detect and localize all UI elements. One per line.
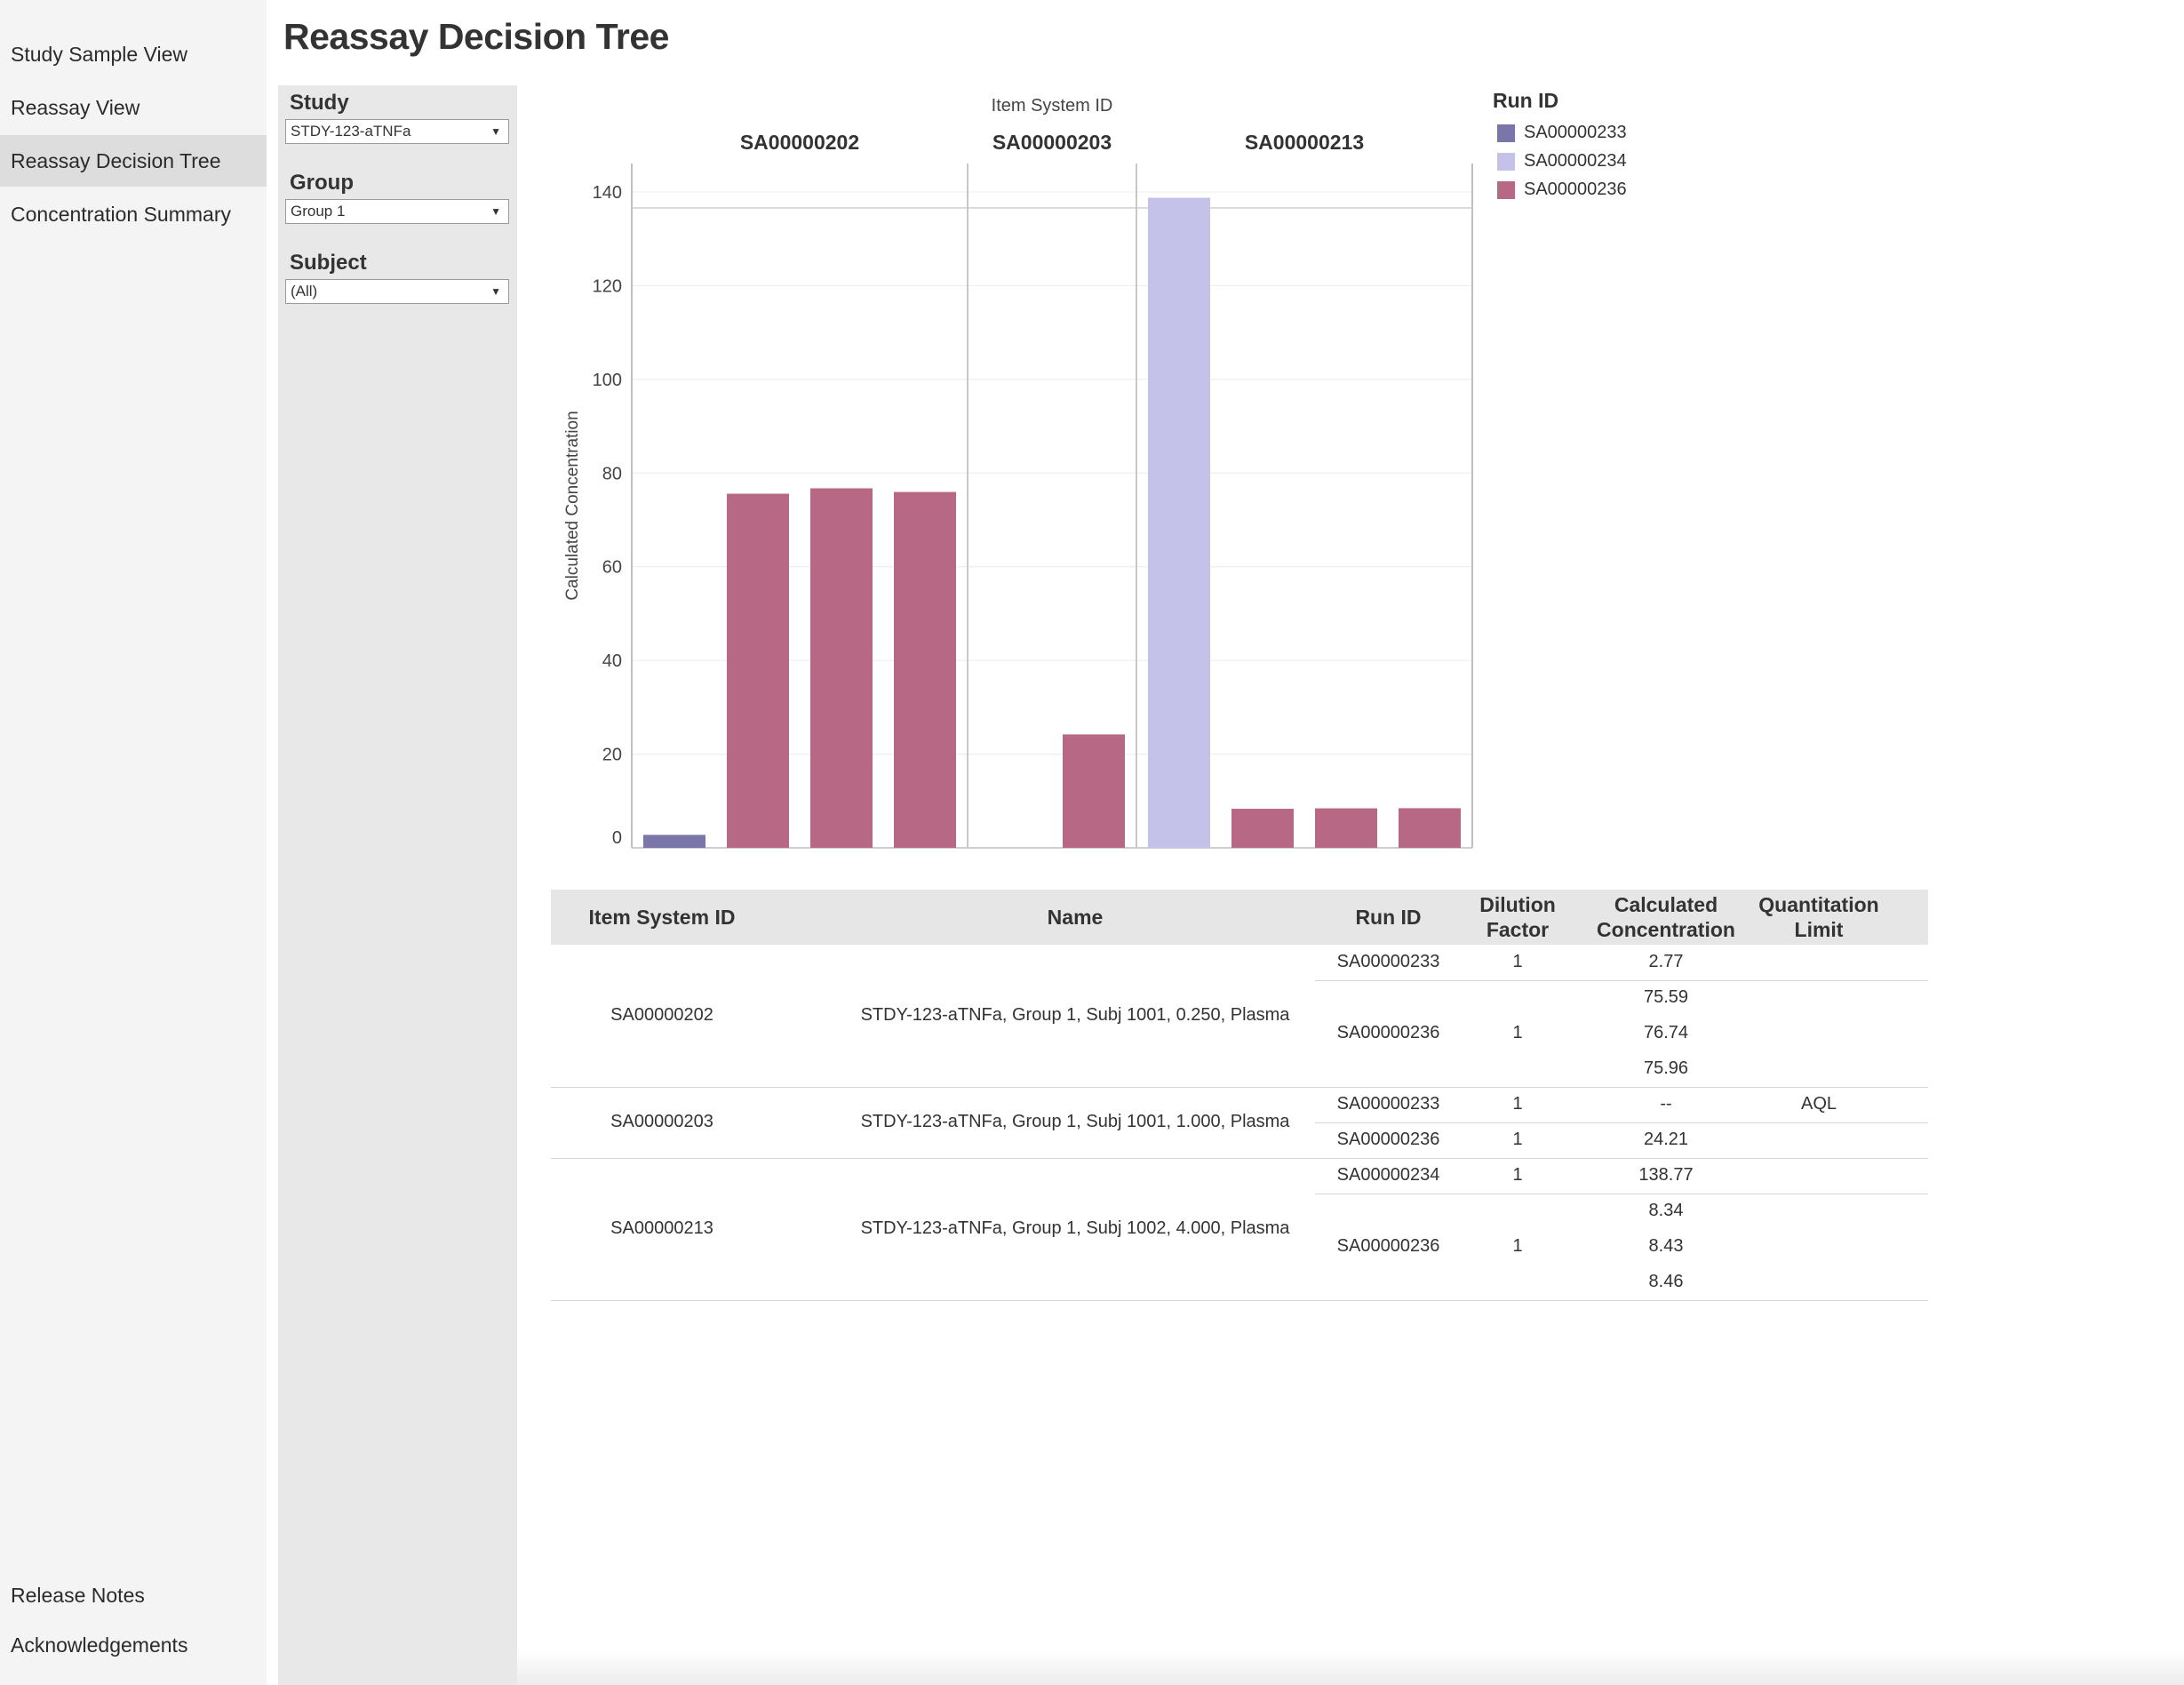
subject-select-value: (All) [291, 283, 318, 299]
bar [1315, 808, 1377, 848]
legend-item-sa00000233[interactable]: SA00000233 [1493, 118, 1627, 147]
run-id-cell: SA00000233 [1336, 952, 1440, 971]
legend-swatch [1497, 124, 1515, 142]
calculated-concentration-cell: 76.74 [1643, 1023, 1689, 1042]
dilution-factor-cell: 1 [1512, 1165, 1523, 1185]
column-header-item-system-id[interactable]: Item System ID [588, 906, 736, 929]
filter-panel: Study STDY-123-aTNFa ▼ Group Group 1 ▼ S… [278, 85, 517, 1685]
bar [1399, 808, 1461, 848]
y-tick-label: 60 [602, 558, 622, 578]
item-system-id-cell: SA00000202 [610, 1005, 713, 1025]
run-id-cell: SA00000236 [1336, 1130, 1440, 1149]
y-tick-label: 140 [593, 183, 622, 203]
chart-title: Item System ID [992, 96, 1113, 116]
item-system-id-cell: SA00000203 [610, 1112, 713, 1131]
calculated-concentration-cell: 138.77 [1638, 1165, 1694, 1185]
legend-label: SA00000233 [1524, 123, 1627, 142]
group-select[interactable]: Group 1 ▼ [285, 199, 509, 224]
sample-name-cell: STDY-123-aTNFa, Group 1, Subj 1001, 1.00… [860, 1112, 1290, 1131]
column-header-dilution-factor[interactable]: Dilution Factor [1479, 893, 1556, 941]
quantitation-limit-cell: AQL [1800, 1094, 1837, 1114]
y-tick-label: 120 [593, 276, 622, 296]
item-system-id-cell: SA00000213 [610, 1218, 713, 1238]
y-tick-label: 100 [593, 371, 622, 390]
dropdown-arrow-icon: ▼ [490, 125, 501, 138]
bar [810, 488, 873, 848]
column-header-run-id[interactable]: Run ID [1355, 906, 1422, 929]
group-select-value: Group 1 [291, 203, 346, 220]
row-divider [551, 1300, 1928, 1301]
nav-item-acknowledgements[interactable]: Acknowledgements [11, 1633, 188, 1657]
y-tick-label: 0 [612, 828, 622, 848]
y-tick-label: 40 [602, 651, 622, 671]
sidebar-nav: Study Sample View Reassay View Reassay D… [0, 0, 267, 1685]
calculated-concentration-cell: 75.96 [1643, 1058, 1689, 1078]
y-axis-title: Calculated Concentration [563, 411, 582, 600]
dropdown-arrow-icon: ▼ [490, 205, 501, 218]
nav-item-release-notes[interactable]: Release Notes [11, 1584, 145, 1607]
row-divider [1315, 1122, 1928, 1123]
nav-item-reassay-decision-tree[interactable]: Reassay Decision Tree [0, 135, 267, 187]
bar [727, 493, 789, 848]
panel-label: SA00000213 [1245, 131, 1364, 154]
row-divider [551, 1158, 1928, 1159]
run-id-cell: SA00000236 [1336, 1236, 1440, 1256]
nav-item-study-sample-view[interactable]: Study Sample View [11, 43, 188, 66]
legend-swatch [1497, 181, 1515, 199]
chart-legend: Run ID SA00000233 SA00000234 SA00000236 [1493, 89, 1627, 204]
legend-label: SA00000234 [1524, 151, 1627, 171]
panel-label: SA00000203 [992, 131, 1112, 154]
dilution-factor-cell: 1 [1512, 952, 1523, 971]
column-header-calculated-concentration[interactable]: Calculated Concentration [1597, 893, 1735, 941]
run-id-cell: SA00000233 [1336, 1094, 1440, 1114]
subject-filter-label: Subject [290, 251, 367, 275]
nav-item-concentration-summary[interactable]: Concentration Summary [11, 203, 231, 226]
panel-label: SA00000202 [740, 131, 859, 154]
legend-label: SA00000236 [1524, 180, 1627, 199]
subject-select[interactable]: (All) ▼ [285, 279, 509, 304]
calculated-concentration-cell: 8.46 [1648, 1272, 1684, 1291]
calculated-concentration-cell: 2.77 [1648, 952, 1684, 971]
bar [1063, 734, 1125, 848]
bar [894, 491, 956, 848]
legend-item-sa00000236[interactable]: SA00000236 [1493, 175, 1627, 204]
y-tick-label: 80 [602, 464, 622, 483]
bar [643, 835, 705, 848]
dropdown-arrow-icon: ▼ [490, 285, 501, 298]
study-select[interactable]: STDY-123-aTNFa ▼ [285, 119, 509, 144]
group-filter-label: Group [290, 171, 354, 195]
bar [1148, 197, 1210, 848]
run-id-cell: SA00000236 [1336, 1023, 1440, 1042]
table-header: Item System ID Name Run ID Dilution Fact… [551, 890, 1928, 945]
calculated-concentration-cell: -- [1660, 1094, 1672, 1114]
dilution-factor-cell: 1 [1512, 1236, 1523, 1256]
legend-title: Run ID [1493, 89, 1559, 112]
column-header-name[interactable]: Name [1047, 906, 1104, 929]
study-select-value: STDY-123-aTNFa [291, 123, 411, 140]
dilution-factor-cell: 1 [1512, 1023, 1523, 1042]
legend-swatch [1497, 153, 1515, 171]
calculated-concentration-cell: 24.21 [1643, 1130, 1689, 1149]
sample-name-cell: STDY-123-aTNFa, Group 1, Subj 1002, 4.00… [860, 1218, 1290, 1238]
nav-item-reassay-view[interactable]: Reassay View [11, 96, 140, 119]
bar [1231, 809, 1294, 848]
row-divider [1315, 980, 1928, 981]
dilution-factor-cell: 1 [1512, 1094, 1523, 1114]
run-id-cell: SA00000234 [1336, 1165, 1440, 1185]
legend-item-sa00000234[interactable]: SA00000234 [1493, 147, 1627, 175]
calculated-concentration-cell: 75.59 [1643, 987, 1689, 1007]
calculated-concentration-cell: 8.43 [1648, 1236, 1684, 1256]
column-header-quantitation-limit[interactable]: Quantitation Limit [1758, 893, 1879, 941]
bottom-bar [517, 1651, 2184, 1685]
dilution-factor-cell: 1 [1512, 1130, 1523, 1149]
page-title: Reassay Decision Tree [283, 16, 669, 57]
concentration-bar-chart: 0 20 40 60 80 100 120 140 Calculated Concentrati… [563, 96, 1473, 849]
row-divider [551, 1087, 1928, 1088]
sample-name-cell: STDY-123-aTNFa, Group 1, Subj 1001, 0.25… [860, 1005, 1290, 1025]
study-filter-label: Study [290, 91, 349, 115]
y-tick-label: 20 [602, 746, 622, 765]
calculated-concentration-cell: 8.34 [1648, 1201, 1684, 1220]
